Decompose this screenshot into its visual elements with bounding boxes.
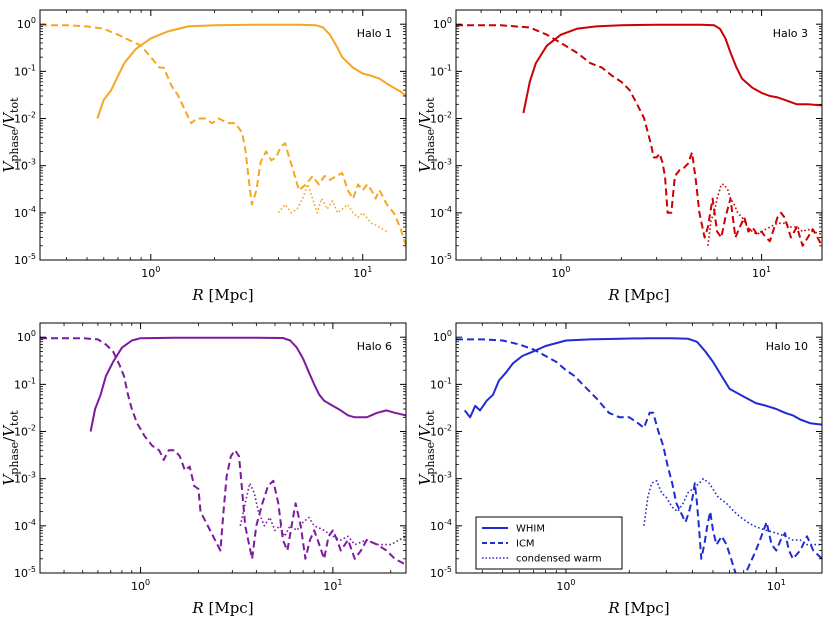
legend-label: WHIM [516, 524, 545, 535]
series-condensed-warm [643, 477, 822, 546]
series-whim [89, 336, 406, 432]
y-tick-label: 10-2 [430, 111, 452, 126]
series-condensed-warm [239, 482, 406, 546]
y-tick-label: 10-1 [14, 376, 36, 391]
y-tick-label: 10-3 [14, 471, 36, 486]
x-axis-label: R [Mpc] [191, 286, 253, 304]
x-tick-label: 101 [323, 578, 342, 593]
series-group [456, 23, 822, 247]
series-icm [456, 338, 822, 573]
series-icm [40, 24, 406, 247]
series-condensed-warm [277, 183, 388, 233]
panel-4: 100 101 100 10-1 10-2 10-3 10-4 10-5 R [Mpc] Vpha… [416, 322, 823, 617]
y-tick-label: 10-2 [430, 424, 452, 439]
y-axis-label: Vphase/Vtot [0, 410, 21, 486]
series-group [40, 23, 406, 247]
panel-1: 100 101 100 10-1 10-2 10-3 10-4 10-5 R [Mpc] Vpha… [0, 9, 407, 304]
y-axis-label: Vphase/Vtot [416, 410, 437, 486]
y-axis-label: Vphase/Vtot [416, 97, 437, 173]
y-tick-label: 10-4 [430, 518, 452, 533]
y-tick-label: 100 [17, 329, 36, 344]
series-icm [40, 337, 406, 566]
series-group [40, 336, 406, 566]
y-tick-label: 100 [433, 329, 452, 344]
y-tick-label: 10-2 [14, 111, 36, 126]
y-tick-label: 100 [17, 16, 36, 31]
axes-frame [455, 9, 823, 261]
x-tick-label: 100 [141, 265, 160, 280]
y-axis-label: Vphase/Vtot [0, 97, 21, 173]
y-tick-label: 10-1 [430, 376, 452, 391]
y-tick-label: 10-3 [430, 471, 452, 486]
x-tick-label: 100 [556, 578, 575, 593]
series-whim [522, 23, 822, 114]
y-tick-label: 10-4 [430, 205, 452, 220]
axes-frame [39, 9, 407, 261]
x-axis-label: R [Mpc] [191, 599, 253, 617]
series-whim [96, 23, 406, 119]
x-tick-label: 101 [353, 265, 372, 280]
axes-frame [39, 322, 407, 574]
x-axis-label: R [Mpc] [607, 286, 669, 304]
y-tick-label: 10-3 [430, 158, 452, 173]
y-tick-label: 10-4 [14, 205, 36, 220]
y-tick-label: 10-3 [14, 158, 36, 173]
halo-label: Halo 3 [773, 27, 808, 40]
panel-2: 100 101 100 10-1 10-2 10-3 10-4 10-5 R [Mpc] Vpha… [416, 9, 823, 304]
x-tick-label: 100 [551, 265, 570, 280]
legend-label: condensed warm [516, 554, 602, 565]
y-tick-label: 10-5 [430, 252, 452, 267]
y-tick-label: 10-5 [14, 252, 36, 267]
legend: WHIM ICM condensed warm [475, 516, 623, 570]
series-group [456, 337, 822, 573]
y-tick-label: 10-1 [430, 63, 452, 78]
series-condensed-warm [707, 183, 822, 246]
axes-frame [455, 322, 823, 574]
halo-label: Halo 10 [766, 340, 808, 353]
x-tick-label: 101 [767, 578, 786, 593]
panel-3: 100 101 100 10-1 10-2 10-3 10-4 10-5 R [Mpc] Vpha… [0, 322, 407, 617]
series-icm [456, 24, 822, 247]
y-tick-label: 10-5 [14, 565, 36, 580]
y-tick-label: 10-4 [14, 518, 36, 533]
halo-label: Halo 6 [357, 340, 392, 353]
x-axis-label: R [Mpc] [607, 599, 669, 617]
y-tick-label: 10-1 [14, 63, 36, 78]
x-tick-label: 100 [131, 578, 150, 593]
y-tick-label: 10-2 [14, 424, 36, 439]
halo-label: Halo 1 [357, 27, 392, 40]
y-tick-label: 100 [433, 16, 452, 31]
y-tick-label: 10-5 [430, 565, 452, 580]
series-whim [463, 337, 822, 426]
legend-label: ICM [516, 539, 535, 550]
x-tick-label: 101 [752, 265, 771, 280]
